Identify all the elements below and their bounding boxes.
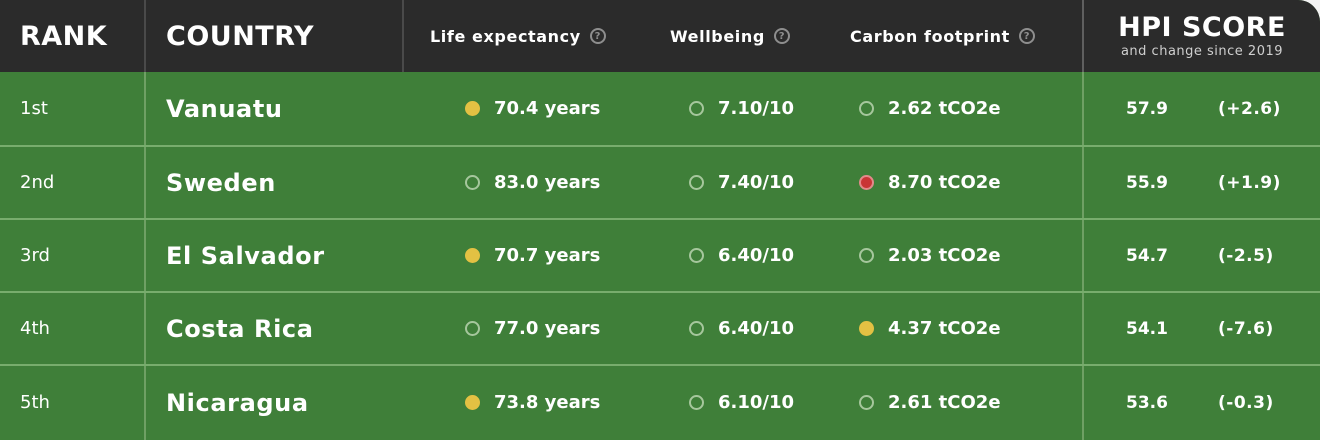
indicator-dot-icon [859,321,874,336]
table-row: 1st Vanuatu 70.4 years 7.10/10 2.62 tCO2… [0,72,1320,145]
row-divider [0,145,1320,147]
wellbeing-cell: 6.40/10 [689,219,794,292]
country-cell: Sweden [166,168,276,197]
life-expectancy-value: 70.7 years [494,245,601,266]
header-rank: RANK [20,20,108,52]
indicator-dot-icon [859,175,874,190]
life-expectancy-cell: 83.0 years [465,146,600,219]
carbon-footprint-value: 2.62 tCO2e [888,98,1001,119]
life-expectancy-value: 70.4 years [494,98,601,119]
indicator-dot-icon [465,101,480,116]
indicator-dot-icon [859,248,874,263]
header-carbon-footprint-label: Carbon footprint [850,26,1010,46]
indicator-dot-icon [689,395,704,410]
hpi-change-value: (-0.3) [1218,392,1274,413]
wellbeing-cell: 6.40/10 [689,292,794,365]
wellbeing-cell: 7.10/10 [689,72,794,145]
country-cell: Costa Rica [166,314,314,343]
rank-cell: 1st [20,98,48,119]
wellbeing-value: 7.40/10 [718,172,795,193]
hpi-change-value: (-7.6) [1218,318,1274,339]
row-divider [0,364,1320,366]
header-hpi-score: HPI SCORE and change since 2019 [1084,0,1320,72]
country-cell: Vanuatu [166,94,283,123]
table-row: 5th Nicaragua 73.8 years 6.10/10 2.61 tC… [0,366,1320,439]
header-hpi-subtitle: and change since 2019 [1120,43,1284,59]
table-row: 4th Costa Rica 77.0 years 6.40/10 4.37 t… [0,292,1320,365]
hpi-score-value: 57.9 [1126,98,1168,119]
wellbeing-value: 6.40/10 [718,318,795,339]
column-divider [402,0,404,72]
wellbeing-value: 6.40/10 [718,245,795,266]
carbon-footprint-value: 8.70 tCO2e [888,172,1001,193]
indicator-dot-icon [859,101,874,116]
wellbeing-value: 7.10/10 [718,98,795,119]
table-header: RANK COUNTRY Life expectancy ? Wellbeing… [0,0,1320,72]
carbon-footprint-value: 4.37 tCO2e [888,318,1001,339]
row-divider [0,291,1320,293]
indicator-dot-icon [689,175,704,190]
carbon-footprint-cell: 4.37 tCO2e [859,292,1001,365]
carbon-footprint-cell: 2.61 tCO2e [859,366,1001,439]
header-wellbeing: Wellbeing ? [670,0,790,72]
rank-cell: 2nd [20,172,55,193]
carbon-footprint-cell: 2.03 tCO2e [859,219,1001,292]
column-divider [144,72,146,440]
hpi-change-value: (-2.5) [1218,245,1274,266]
help-icon[interactable]: ? [1018,28,1035,44]
rank-cell: 4th [20,318,50,339]
hpi-score-value: 53.6 [1126,392,1168,413]
indicator-dot-icon [465,248,480,263]
life-expectancy-cell: 77.0 years [465,292,600,365]
header-hpi-title: HPI SCORE [1118,11,1286,43]
indicator-dot-icon [465,175,480,190]
life-expectancy-cell: 70.4 years [465,72,600,145]
rank-cell: 5th [20,392,50,413]
carbon-footprint-value: 2.03 tCO2e [888,245,1001,266]
hpi-change-value: (+2.6) [1218,98,1281,119]
indicator-dot-icon [689,321,704,336]
carbon-footprint-value: 2.61 tCO2e [888,392,1001,413]
indicator-dot-icon [689,101,704,116]
header-country: COUNTRY [166,20,315,52]
header-carbon-footprint: Carbon footprint ? [850,0,1035,72]
rank-cell: 3rd [20,245,50,266]
hpi-score-value: 54.1 [1126,318,1168,339]
indicator-dot-icon [689,248,704,263]
life-expectancy-value: 77.0 years [494,318,601,339]
table-row: 2nd Sweden 83.0 years 7.40/10 8.70 tCO2e… [0,146,1320,219]
table-row: 3rd El Salvador 70.7 years 6.40/10 2.03 … [0,219,1320,292]
life-expectancy-value: 83.0 years [494,172,601,193]
header-wellbeing-label: Wellbeing [670,26,765,46]
indicator-dot-icon [465,395,480,410]
wellbeing-cell: 6.10/10 [689,366,794,439]
header-life-expectancy-label: Life expectancy [430,26,581,46]
hpi-change-value: (+1.9) [1218,172,1281,193]
help-icon[interactable]: ? [773,28,790,44]
indicator-dot-icon [465,321,480,336]
indicator-dot-icon [859,395,874,410]
wellbeing-cell: 7.40/10 [689,146,794,219]
hpi-score-value: 54.7 [1126,245,1168,266]
carbon-footprint-cell: 8.70 tCO2e [859,146,1001,219]
life-expectancy-value: 73.8 years [494,392,601,413]
life-expectancy-cell: 73.8 years [465,366,600,439]
carbon-footprint-cell: 2.62 tCO2e [859,72,1001,145]
header-life-expectancy: Life expectancy ? [430,0,606,72]
hpi-score-value: 55.9 [1126,172,1168,193]
country-cell: El Salvador [166,241,325,270]
column-divider [1082,72,1084,440]
life-expectancy-cell: 70.7 years [465,219,600,292]
help-icon[interactable]: ? [589,28,606,44]
wellbeing-value: 6.10/10 [718,392,795,413]
row-divider [0,218,1320,220]
country-cell: Nicaragua [166,388,309,417]
